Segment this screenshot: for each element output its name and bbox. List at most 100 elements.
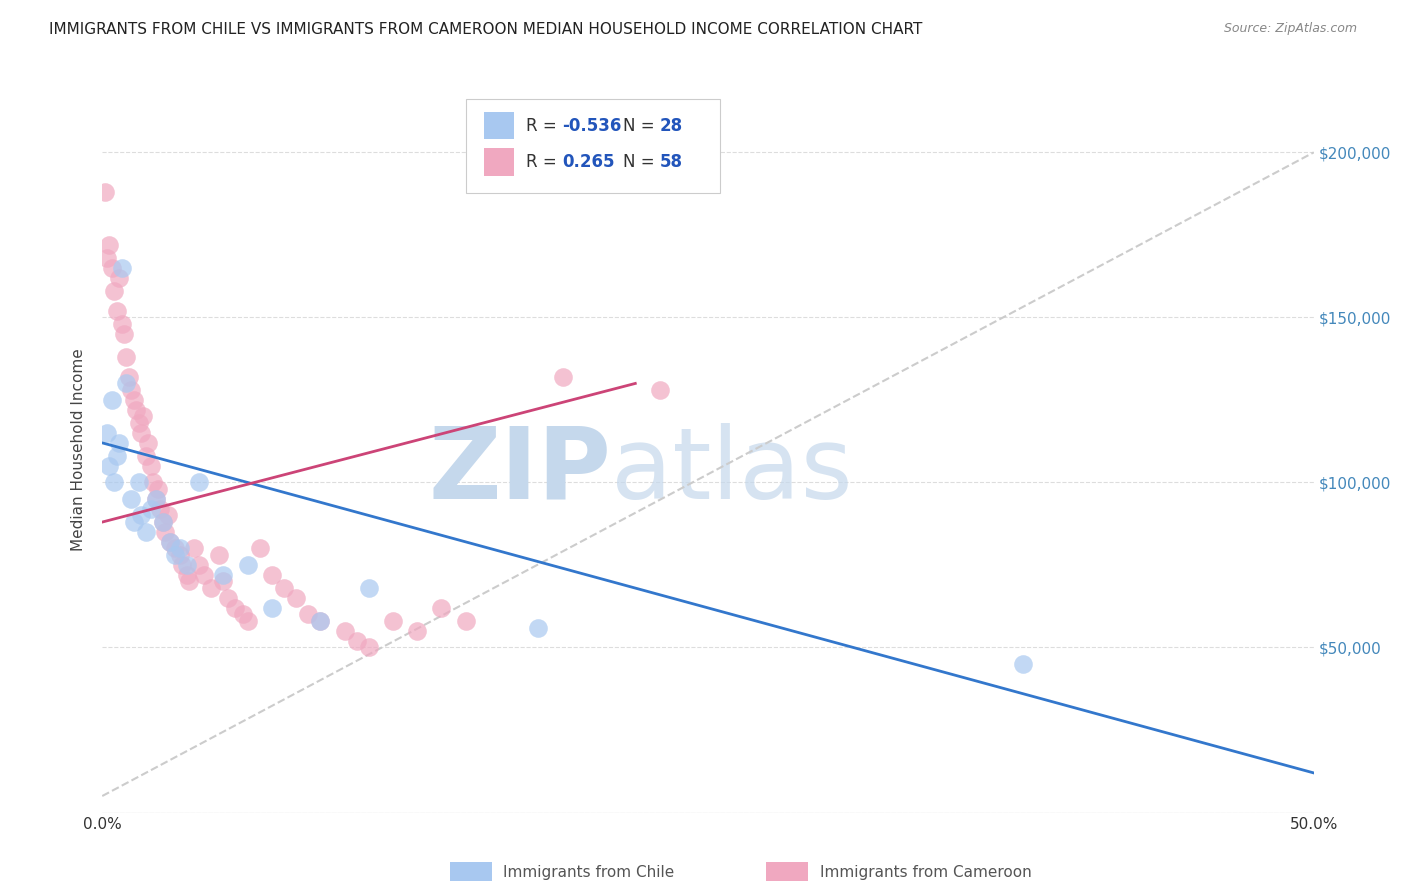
Point [217,591,239,605]
Text: 28: 28 [659,117,683,135]
Point [112,326,135,341]
Point [382,614,405,628]
Point [430,600,453,615]
Point [149,501,172,516]
Point [357,640,380,655]
Text: R =: R = [526,117,562,135]
Point [156,508,179,523]
Point [212,567,235,582]
Point [120,383,142,397]
Point [273,581,295,595]
Point [527,621,550,635]
Point [163,548,186,562]
Point [179,574,201,589]
Point [236,558,259,572]
Point [207,548,229,562]
Point [260,600,283,615]
Point [249,541,271,556]
Text: Source: ZipAtlas.com: Source: ZipAtlas.com [1223,22,1357,36]
Text: -0.536: -0.536 [562,117,621,135]
Point [142,475,165,490]
Point [1012,657,1035,671]
Text: 0.265: 0.265 [562,153,614,171]
Point [200,581,222,595]
Point [309,614,332,628]
Point [145,491,167,506]
Point [128,416,150,430]
Point [285,591,308,605]
Text: IMMIGRANTS FROM CHILE VS IMMIGRANTS FROM CAMEROON MEDIAN HOUSEHOLD INCOME CORREL: IMMIGRANTS FROM CHILE VS IMMIGRANTS FROM… [49,22,922,37]
Point [159,534,181,549]
Point [163,541,186,556]
Point [135,524,157,539]
Point [183,541,205,556]
Point [212,574,235,589]
Point [406,624,429,638]
Point [135,449,157,463]
Point [159,534,181,549]
Point [115,350,138,364]
FancyBboxPatch shape [465,99,720,193]
Point [132,409,155,424]
Point [110,317,132,331]
Point [152,515,174,529]
Point [98,458,121,473]
Point [152,515,174,529]
Point [136,435,159,450]
Point [176,558,198,572]
Text: ZIP: ZIP [429,423,612,520]
Point [155,524,177,539]
Point [103,284,125,298]
Point [110,260,132,275]
Point [188,475,211,490]
Point [101,392,124,407]
Point [129,508,152,523]
Point [454,614,477,628]
Point [309,614,332,628]
Point [176,567,198,582]
Point [357,581,380,595]
Point [105,303,128,318]
Text: N =: N = [623,153,659,171]
Point [96,251,118,265]
Point [145,491,167,506]
Point [105,449,128,463]
Point [129,425,152,440]
FancyBboxPatch shape [484,112,515,139]
Point [224,600,246,615]
Point [93,185,115,199]
Point [551,369,574,384]
Point [648,383,671,397]
Point [193,567,215,582]
FancyBboxPatch shape [484,148,515,176]
Point [297,607,319,622]
Point [146,482,169,496]
Text: N =: N = [623,117,659,135]
Point [188,558,211,572]
Text: 58: 58 [659,153,682,171]
Point [98,237,121,252]
Point [108,435,131,450]
Point [115,376,138,391]
Point [122,515,145,529]
Text: R =: R = [526,153,568,171]
Text: atlas: atlas [612,423,852,520]
Point [96,425,118,440]
Y-axis label: Median Household Income: Median Household Income [72,348,86,551]
Text: Immigrants from Cameroon: Immigrants from Cameroon [820,865,1032,880]
Point [101,260,124,275]
Point [103,475,125,490]
Point [333,624,356,638]
Point [125,402,148,417]
Point [236,614,259,628]
Point [108,270,131,285]
Point [120,491,142,506]
Point [122,392,145,407]
Point [260,567,283,582]
Point [169,541,191,556]
Point [346,633,368,648]
Point [139,458,162,473]
Point [128,475,150,490]
Text: Immigrants from Chile: Immigrants from Chile [503,865,675,880]
Point [169,548,191,562]
